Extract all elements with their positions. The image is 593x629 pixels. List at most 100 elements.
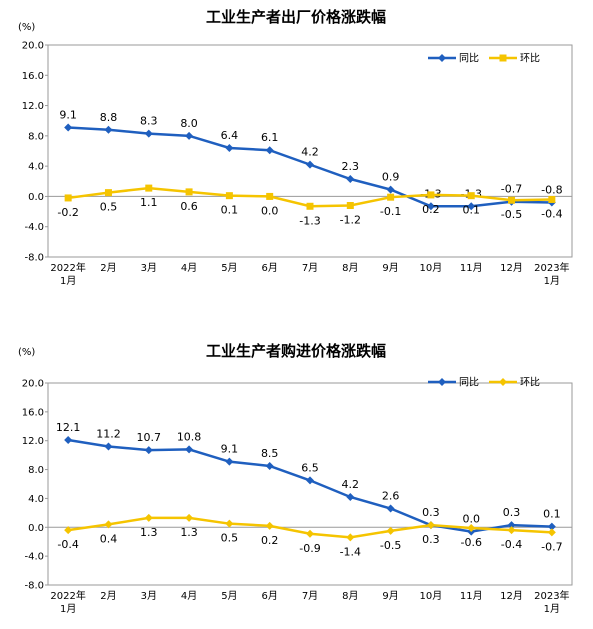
legend-label-mom: 环比: [520, 377, 540, 389]
data-label: -0.4: [501, 538, 522, 551]
data-point: [306, 529, 314, 538]
data-label: -0.9: [299, 542, 320, 555]
data-label: -0.7: [501, 183, 522, 196]
y-axis-unit: (%): [18, 22, 35, 33]
y-tick-label: -4.0: [24, 552, 44, 563]
legend-marker: [499, 378, 507, 386]
data-point: [386, 504, 395, 513]
data-label: -0.5: [380, 539, 401, 552]
data-label: 0.9: [382, 171, 400, 184]
data-label: 10.7: [137, 431, 162, 444]
data-point: [346, 175, 355, 184]
x-tick-label: 2023年: [534, 589, 569, 602]
data-label: 0.5: [221, 532, 239, 545]
x-tick-label: 12月: [500, 590, 523, 602]
data-label: 9.1: [221, 443, 239, 456]
x-tick-label: 7月: [302, 262, 318, 274]
data-label: 0.2: [422, 203, 440, 216]
data-label: 8.0: [180, 117, 198, 130]
x-tick-label: 9月: [382, 590, 398, 602]
x-tick-label: 1月: [60, 603, 76, 615]
data-label: -0.8: [541, 183, 562, 196]
x-tick-label: 1月: [544, 603, 560, 615]
data-label: 12.1: [56, 421, 81, 434]
data-label: -1.2: [340, 214, 361, 227]
legend-marker: [438, 378, 446, 386]
data-label: 2.3: [342, 160, 360, 173]
chart-ppi-purchase-svg: 工业生产者购进价格涨跌幅 (%) 20.0 16.0 12.0 8.0 4.0 0.0 -4.0…: [18, 342, 573, 615]
data-label: 1.3: [140, 526, 158, 539]
y-tick-label: 0.0: [28, 523, 44, 534]
x-tick-label: 6月: [262, 590, 278, 602]
y-tick-label: 16.0: [22, 407, 44, 418]
y-tick-label: -8.0: [24, 581, 44, 592]
chart-ppi-output: 工业生产者出厂价格涨跌幅 (%) 20.0 16.0 12.0 8.0 4.0 0.0 -4.0…: [0, 0, 593, 300]
legend-marker: [499, 54, 507, 62]
data-point: [185, 131, 194, 140]
data-point: [64, 123, 73, 132]
data-label: 8.5: [261, 447, 279, 460]
data-point: [144, 513, 153, 522]
data-label: -0.7: [541, 540, 562, 553]
y-tick-label: -4.0: [24, 222, 44, 233]
chart-ppi-purchase: 工业生产者购进价格涨跌幅 (%) 20.0 16.0 12.0 8.0 4.0 0.0 -4.0…: [0, 340, 593, 629]
data-label: 0.1: [462, 204, 480, 217]
x-tick-label: 7月: [302, 590, 318, 602]
data-point: [64, 435, 73, 444]
data-point: [265, 146, 274, 155]
data-point: [306, 160, 314, 169]
legend: 同比 环比: [428, 377, 540, 389]
x-tick-label: 2022年: [50, 261, 85, 274]
x-tick-label: 9月: [382, 262, 398, 274]
legend-marker: [438, 54, 446, 62]
data-point: [467, 192, 475, 200]
data-label: 0.1: [543, 508, 561, 521]
data-label: 0.3: [422, 533, 440, 546]
data-point: [548, 195, 556, 203]
x-tick-label: 5月: [221, 262, 237, 274]
data-point: [346, 492, 355, 501]
data-point: [346, 202, 354, 210]
y-tick-label: 20.0: [22, 41, 44, 52]
data-label: 2.6: [382, 490, 400, 503]
chart-ppi-output-svg: 工业生产者出厂价格涨跌幅 (%) 20.0 16.0 12.0 8.0 4.0 0.0 -4.0…: [18, 8, 573, 287]
y-tick-label: 20.0: [22, 379, 44, 390]
x-tick-label: 8月: [342, 590, 358, 602]
data-point: [185, 513, 194, 522]
data-point: [547, 522, 556, 531]
data-point: [104, 189, 112, 197]
data-point: [104, 125, 113, 134]
data-point: [386, 185, 395, 194]
data-label: -0.6: [460, 536, 481, 549]
legend-label-mom: 环比: [520, 53, 540, 65]
x-tick-label: 2023年: [534, 261, 569, 274]
legend: 同比 环比: [428, 53, 540, 65]
x-tick-label: 3月: [141, 262, 157, 274]
data-label: 0.0: [462, 513, 480, 526]
data-label: -0.4: [57, 538, 78, 551]
data-point: [104, 442, 113, 451]
plot-area-border: [47, 44, 573, 258]
x-tick-label: 10月: [420, 262, 443, 274]
legend-label-yoy: 同比: [459, 53, 479, 65]
data-point: [145, 184, 153, 192]
data-label: 11.2: [96, 427, 121, 440]
data-label: 0.0: [261, 204, 279, 217]
data-label: 0.6: [180, 200, 198, 213]
data-point: [185, 445, 194, 454]
x-tick-label: 10月: [420, 590, 443, 602]
data-label: 6.5: [301, 461, 319, 474]
x-tick-label: 2月: [100, 262, 116, 274]
data-point: [467, 524, 476, 533]
data-label: 4.2: [301, 146, 319, 159]
data-label: -0.4: [541, 207, 562, 220]
data-point: [144, 446, 153, 455]
data-label: -0.2: [57, 206, 78, 219]
y-tick-label: 4.0: [28, 162, 44, 173]
data-label: -1.3: [299, 214, 320, 227]
data-point: [225, 519, 234, 528]
data-point: [547, 528, 556, 537]
data-point: [185, 188, 193, 196]
x-tick-label: 5月: [221, 590, 237, 602]
data-label: 0.5: [100, 201, 118, 214]
